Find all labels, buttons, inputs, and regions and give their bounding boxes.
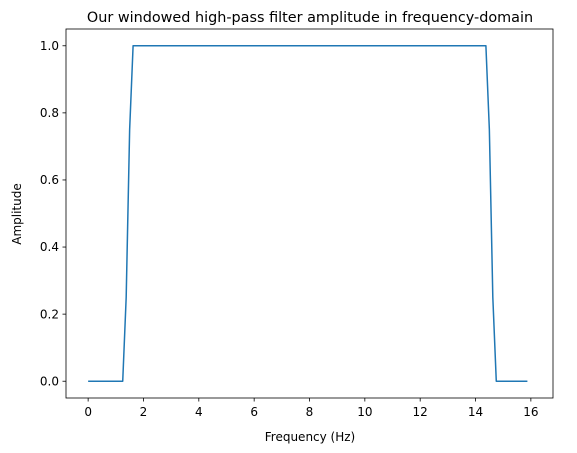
chart-title: Our windowed high-pass filter amplitude … bbox=[87, 10, 533, 26]
y-tick-label: 0.4 bbox=[40, 240, 59, 254]
y-tick-label: 0.6 bbox=[40, 173, 59, 187]
x-tick-label: 10 bbox=[357, 405, 372, 419]
y-tick-label: 0.8 bbox=[40, 106, 59, 120]
y-tick-label: 0.0 bbox=[40, 374, 59, 388]
plot-frame bbox=[65, 28, 554, 399]
y-axis-label: Amplitude bbox=[10, 183, 24, 245]
x-tick-label: 16 bbox=[523, 405, 538, 419]
x-tick-label: 4 bbox=[195, 405, 203, 419]
x-tick-label: 12 bbox=[413, 405, 428, 419]
x-axis-label: Frequency (Hz) bbox=[265, 430, 356, 444]
x-axis: 0 2 4 6 8 10 12 14 16 bbox=[84, 398, 539, 419]
y-tick-label: 0.2 bbox=[40, 307, 59, 321]
x-tick-label: 14 bbox=[468, 405, 483, 419]
x-tick-label: 8 bbox=[306, 405, 314, 419]
x-tick-label: 2 bbox=[140, 405, 148, 419]
x-tick-label: 6 bbox=[250, 405, 258, 419]
series-line bbox=[88, 45, 528, 382]
y-tick-label: 1.0 bbox=[40, 39, 59, 53]
y-axis: 0.0 0.2 0.4 0.6 0.8 1.0 bbox=[40, 39, 66, 388]
x-tick-label: 0 bbox=[84, 405, 92, 419]
